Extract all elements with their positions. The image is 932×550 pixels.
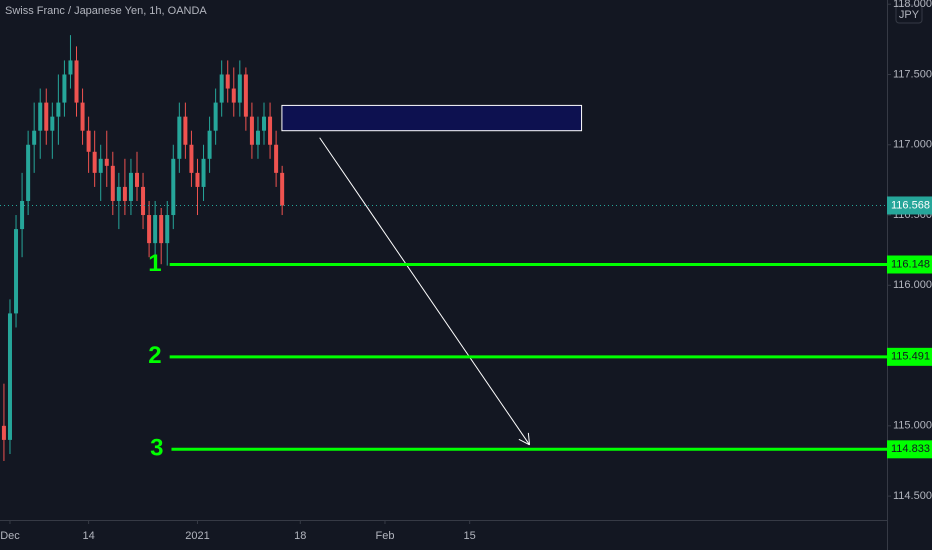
candle-body — [104, 158, 109, 166]
last-price-box — [887, 196, 932, 215]
candle-body — [255, 130, 260, 145]
candle-body — [38, 102, 43, 131]
candle-body — [50, 116, 55, 131]
level-name: 2 — [148, 342, 161, 369]
candle-body — [280, 172, 285, 206]
candle-body — [26, 144, 31, 201]
level-price-label: 116.148 — [891, 258, 930, 270]
candle-body — [183, 116, 188, 145]
candle-body — [80, 102, 85, 131]
arrow-line — [319, 137, 530, 446]
candle-body — [225, 74, 230, 89]
candle-body — [213, 102, 218, 131]
candle-body — [128, 172, 133, 201]
candle-body — [68, 60, 73, 75]
candle-body — [14, 229, 19, 314]
candle-body — [159, 215, 164, 244]
arrow-head — [518, 438, 530, 446]
x-tick-label: 14 — [82, 530, 94, 542]
currency-label[interactable]: JPY — [899, 9, 920, 21]
arrow-head — [527, 432, 531, 445]
candle-body — [165, 215, 170, 244]
candle-body — [32, 130, 37, 145]
candle-body — [56, 102, 61, 117]
candle-body — [116, 186, 121, 201]
y-tick-label: 115.000 — [893, 420, 932, 432]
candle-body — [231, 88, 236, 103]
candle-body — [62, 74, 67, 103]
level-name: 1 — [148, 250, 161, 277]
candle-body — [20, 200, 25, 230]
candle-body — [274, 144, 279, 173]
x-tick-label: 2021 — [185, 530, 209, 542]
candle-body — [177, 116, 182, 159]
x-tick-label: Dec — [0, 530, 20, 542]
candle-body — [243, 74, 248, 117]
level-price-box — [887, 347, 932, 366]
candle-body — [110, 165, 115, 201]
x-tick-label: Feb — [375, 530, 394, 542]
y-tick-label: 117.000 — [893, 139, 932, 151]
candle-body — [86, 130, 91, 152]
candle-body — [74, 60, 79, 103]
candle-body — [237, 74, 242, 103]
last-price-label: 116.568 — [891, 199, 930, 211]
y-tick-label: 116.000 — [893, 279, 932, 291]
x-tick-label: 15 — [464, 530, 476, 542]
y-tick-label: 118.000 — [893, 0, 932, 10]
x-tick-label: 18 — [294, 530, 306, 542]
candle-body — [171, 158, 176, 216]
candle-body — [153, 215, 158, 244]
level-price-box — [887, 440, 932, 459]
candle-body — [262, 116, 267, 131]
candle-body — [1, 425, 6, 440]
candle-body — [268, 116, 273, 145]
candle-body — [189, 144, 194, 173]
candle-body — [207, 130, 212, 159]
candle-body — [122, 186, 127, 201]
zone — [281, 104, 583, 132]
candle-body — [195, 172, 200, 187]
candle-body — [201, 158, 206, 187]
candle-body — [134, 172, 139, 187]
candle-body — [147, 215, 152, 244]
y-tick-label: 117.500 — [893, 68, 932, 80]
level-price-label: 114.833 — [891, 443, 930, 455]
candle-body — [44, 102, 49, 131]
candle-body — [141, 186, 146, 216]
candle-body — [249, 116, 254, 145]
candle-body — [98, 158, 103, 173]
chart-title: Swiss Franc / Japanese Yen, 1h, OANDA — [5, 5, 207, 17]
level-name: 3 — [150, 435, 163, 462]
level-price-label: 115.491 — [891, 351, 930, 363]
candle-body — [92, 151, 97, 173]
candle-body — [7, 313, 12, 440]
candle-body — [219, 74, 224, 103]
level-price-box — [887, 255, 932, 274]
y-tick-label: 114.500 — [893, 490, 932, 502]
currency-box[interactable] — [895, 4, 923, 24]
